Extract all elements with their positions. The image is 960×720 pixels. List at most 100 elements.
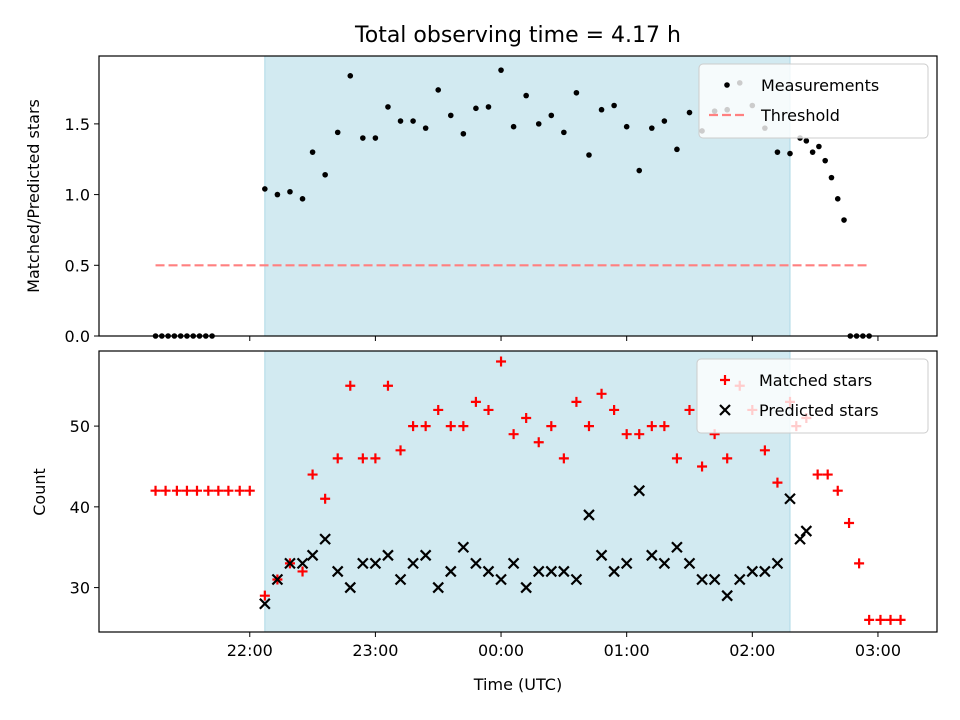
matched-point: [659, 421, 670, 432]
legend-marker: [724, 82, 730, 88]
matched-point: [332, 453, 343, 464]
y-tick-label: 0.0: [65, 327, 90, 346]
measurement-point: [611, 102, 617, 109]
y-axis-label-bottom: Count: [30, 468, 49, 516]
matched-point: [508, 429, 519, 440]
bottom-panel: 22:00 23:00 00:00 01:00 02:00 03:00 30 40 50 Matc…: [70, 350, 938, 660]
measurement-point: [822, 157, 828, 164]
axes-frame: [98, 350, 938, 633]
predicted-point: [382, 549, 394, 562]
matched-point: [297, 566, 308, 577]
measurement-point: [372, 135, 379, 141]
matched-point: [885, 614, 896, 625]
matched-point: [895, 614, 906, 625]
x-tick-label: 02:00: [729, 641, 775, 660]
predicted-point: [608, 565, 620, 578]
matched-point: [483, 404, 494, 415]
predicted-point: [284, 557, 296, 570]
matched-point: [345, 380, 356, 391]
matched-point: [244, 485, 255, 496]
matched-point: [223, 485, 234, 496]
measurement-point: [686, 109, 693, 116]
measurement-point: [473, 105, 479, 112]
measurement-point: [523, 92, 529, 99]
chart-title: Total observing time = 4.17 h: [354, 23, 681, 48]
measurement-point: [385, 104, 391, 110]
measurement-point: [299, 196, 306, 202]
legend-marker: [720, 375, 730, 385]
matched-point: [722, 453, 733, 464]
legend: Matched stars Predicted stars: [696, 358, 929, 434]
x-tick-label: 00:00: [478, 641, 524, 660]
matched-point: [496, 356, 507, 367]
measurement-point: [649, 125, 655, 131]
matched-point: [420, 421, 431, 432]
measurement-point: [410, 118, 416, 124]
measurement-point: [548, 112, 555, 119]
measurement-point: [309, 149, 316, 155]
predicted-point: [482, 565, 495, 578]
predicted-point: [520, 581, 532, 594]
measurement-point: [598, 106, 605, 113]
predicted-point: [583, 509, 595, 521]
predicted-point: [470, 557, 482, 570]
matched-point: [408, 421, 419, 432]
predicted-point: [344, 581, 357, 594]
matched-point: [571, 396, 582, 407]
measurement-point: [561, 129, 567, 136]
measurement-point: [623, 123, 630, 130]
predicted-point: [457, 541, 470, 553]
matched-point: [822, 469, 833, 480]
top-panel: 0.0 0.5 1.0 1.5 Measurements Threshold: [65, 55, 938, 346]
matched-point: [864, 614, 875, 625]
series-measurements: [152, 67, 872, 339]
matched-point: [634, 429, 645, 440]
matched-point: [160, 485, 171, 496]
matched-point: [854, 558, 865, 569]
matched-point: [844, 517, 855, 528]
legend: Measurements Threshold: [698, 63, 929, 139]
matched-point: [307, 469, 318, 480]
predicted-point: [495, 573, 507, 586]
predicted-point: [746, 565, 759, 578]
measurement-point: [803, 138, 810, 144]
matched-point: [191, 485, 202, 496]
matched-point: [646, 421, 657, 432]
measurement-point: [447, 112, 454, 119]
predicted-point: [271, 573, 284, 586]
measurement-point: [510, 123, 517, 130]
matched-point: [697, 461, 708, 472]
matched-point: [395, 445, 406, 456]
measurement-point: [841, 217, 847, 223]
predicted-point: [771, 557, 784, 570]
measurement-point: [262, 186, 268, 192]
measurement-point: [422, 125, 429, 131]
measurement-point: [674, 146, 680, 153]
matched-point: [213, 485, 224, 496]
measurement-point: [787, 150, 793, 157]
legend-box: [696, 358, 929, 434]
x-tick-label: 23:00: [352, 641, 398, 660]
matched-point: [558, 453, 569, 464]
predicted-point: [721, 589, 733, 602]
matched-point: [370, 453, 381, 464]
predicted-point: [708, 573, 721, 586]
predicted-point: [595, 549, 608, 562]
y-tick-label: 1.5: [65, 115, 90, 134]
predicted-point: [545, 565, 558, 578]
predicted-point: [646, 549, 658, 562]
predicted-point: [620, 557, 633, 570]
predicted-point: [558, 565, 570, 578]
measurement-point: [347, 72, 354, 79]
matched-point: [832, 485, 843, 496]
predicted-point: [671, 541, 683, 553]
predicted-point: [357, 557, 369, 570]
measurement-point: [334, 129, 341, 136]
matched-point: [320, 493, 331, 504]
measurement-point: [274, 191, 281, 198]
measurement-point: [435, 87, 442, 93]
predicted-point: [445, 565, 457, 578]
predicted-point: [784, 492, 796, 505]
measurement-point: [397, 118, 404, 124]
matched-point: [171, 485, 182, 496]
